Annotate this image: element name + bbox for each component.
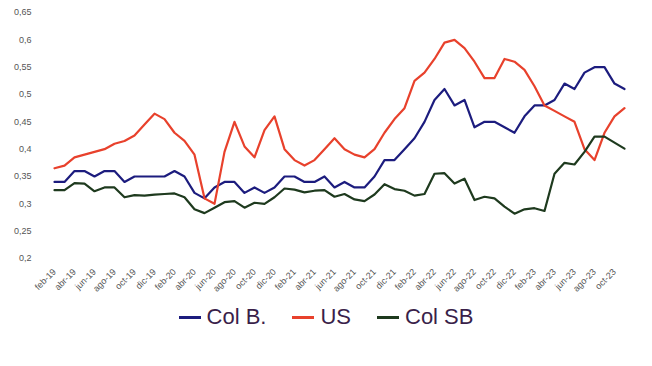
html-text:Col SB: Col SB [405, 304, 474, 329]
svg-text:ago-22: ago-22 [451, 267, 478, 294]
svg-text:feb-23: feb-23 [512, 266, 538, 292]
svg-text:0,3: 0,3 [19, 199, 32, 209]
svg-text:feb-22: feb-22 [392, 266, 418, 292]
svg-text:jun-21: jun-21 [313, 266, 338, 292]
svg-text:feb-19: feb-19 [32, 266, 58, 292]
svg-text:ago-21: ago-21 [331, 267, 358, 294]
svg-text:dic-20: dic-20 [253, 266, 278, 292]
svg-text:0,35: 0,35 [14, 171, 32, 181]
svg-text:abr-21: abr-21 [292, 267, 317, 292]
svg-text:jun-22: jun-22 [433, 266, 458, 292]
svg-text:oct-19: oct-19 [113, 267, 138, 292]
svg-text:0,4: 0,4 [19, 144, 32, 154]
html-text:US: US [320, 304, 351, 329]
svg-text:jun-20: jun-20 [193, 266, 218, 292]
svg-text:ago-20: ago-20 [211, 267, 238, 294]
svg-text:0,65: 0,65 [14, 7, 32, 17]
svg-text:0,6: 0,6 [19, 35, 32, 45]
svg-text:abr-19: abr-19 [52, 267, 77, 292]
svg-text:ago-19: ago-19 [91, 267, 118, 294]
svg-text:ago-23: ago-23 [571, 267, 598, 294]
svg-text:dic-22: dic-22 [493, 266, 518, 292]
svg-text:dic-19: dic-19 [133, 266, 158, 292]
svg-text:feb-21: feb-21 [272, 266, 298, 292]
svg-text:abr-20: abr-20 [172, 267, 197, 292]
svg-text:dic-21: dic-21 [373, 266, 398, 292]
svg-text:0,55: 0,55 [14, 62, 32, 72]
svg-text:0,2: 0,2 [19, 253, 32, 263]
svg-text:oct-22: oct-22 [473, 267, 498, 292]
html-text:Col B.: Col B. [206, 304, 267, 329]
svg-text:abr-23: abr-23 [532, 267, 557, 292]
svg-text:0,45: 0,45 [14, 117, 32, 127]
svg-text:jun-23: jun-23 [553, 266, 578, 292]
svg-text:0,5: 0,5 [19, 89, 32, 99]
svg-text:oct-20: oct-20 [233, 267, 258, 292]
svg-text:oct-23: oct-23 [593, 267, 618, 292]
svg-text:jun-19: jun-19 [73, 266, 98, 292]
svg-text:oct-21: oct-21 [353, 267, 378, 292]
svg-text:0,25: 0,25 [14, 226, 32, 236]
svg-text:feb-20: feb-20 [152, 266, 178, 292]
svg-text:abr-22: abr-22 [412, 267, 437, 292]
